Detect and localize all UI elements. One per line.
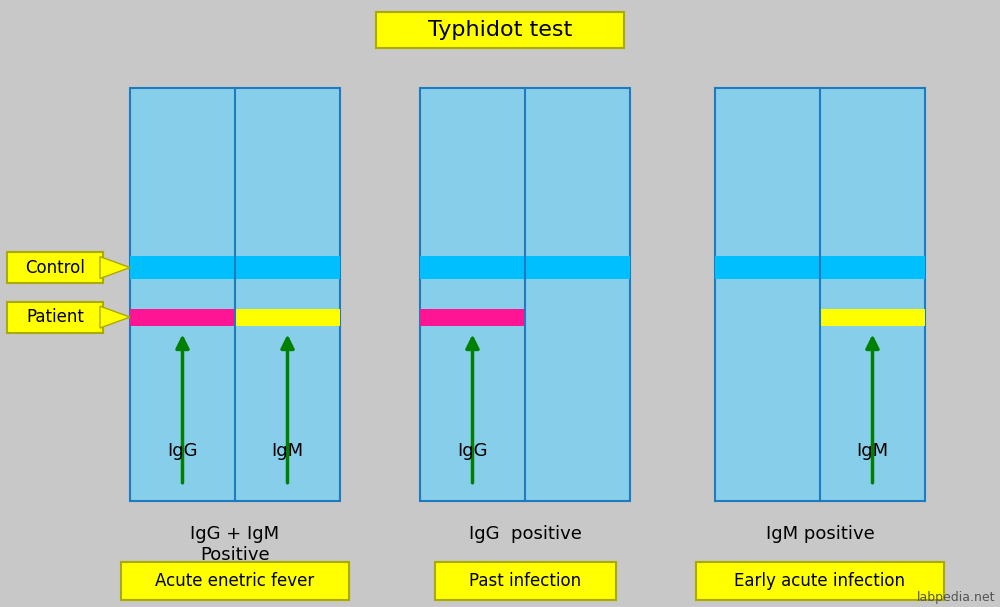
Bar <box>420 88 630 501</box>
Bar <box>715 256 925 279</box>
Bar <box>130 308 235 325</box>
Text: IgM: IgM <box>271 443 304 460</box>
Text: IgG  positive: IgG positive <box>469 525 581 543</box>
Text: labpedia.net: labpedia.net <box>916 591 995 604</box>
Bar <box>715 88 925 501</box>
Text: IgG + IgM
Positive: IgG + IgM Positive <box>190 525 280 564</box>
FancyBboxPatch shape <box>121 562 349 600</box>
Text: Early acute infection: Early acute infection <box>734 572 906 590</box>
Text: Control: Control <box>25 259 85 277</box>
Bar <box>130 256 340 279</box>
Bar <box>130 88 340 501</box>
Text: Past infection: Past infection <box>469 572 581 590</box>
Bar <box>235 308 340 325</box>
Text: IgG: IgG <box>167 443 198 460</box>
FancyBboxPatch shape <box>696 562 944 600</box>
Text: Acute enetric fever: Acute enetric fever <box>155 572 315 590</box>
Text: IgM: IgM <box>856 443 889 460</box>
Bar <box>420 256 630 279</box>
Text: IgM positive: IgM positive <box>766 525 874 543</box>
Text: IgG: IgG <box>457 443 488 460</box>
Bar <box>820 308 925 325</box>
FancyBboxPatch shape <box>7 252 103 283</box>
Polygon shape <box>100 257 130 279</box>
Polygon shape <box>100 306 130 328</box>
Bar <box>420 308 525 325</box>
Text: Typhidot test: Typhidot test <box>428 20 572 39</box>
Text: Patient: Patient <box>26 308 84 326</box>
FancyBboxPatch shape <box>7 302 103 333</box>
FancyBboxPatch shape <box>376 12 624 48</box>
FancyBboxPatch shape <box>434 562 616 600</box>
